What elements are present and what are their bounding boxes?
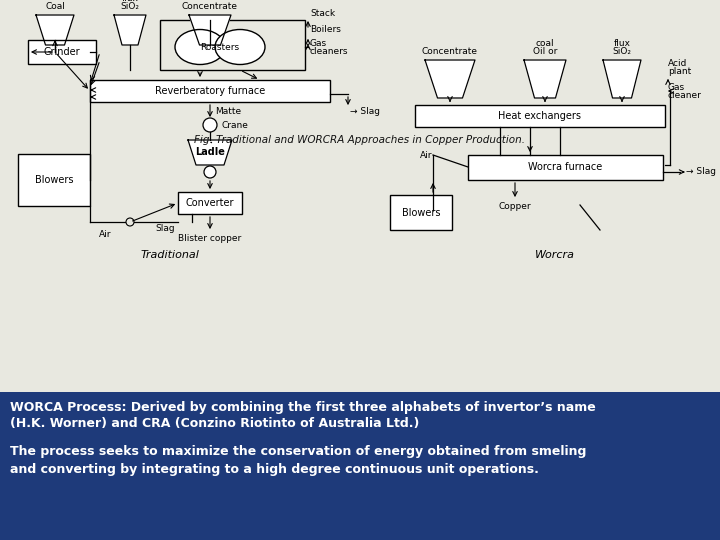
Bar — [415, 105, 665, 127]
Text: Worcra: Worcra — [535, 250, 575, 260]
Bar — [0, 392, 720, 540]
Text: Crane: Crane — [222, 120, 249, 130]
Text: Air: Air — [420, 151, 432, 159]
Text: and converting by integrating to a high degree continuous unit operations.: and converting by integrating to a high … — [10, 463, 539, 476]
Bar — [160, 20, 305, 70]
Bar — [390, 195, 452, 230]
Text: Grinder: Grinder — [44, 47, 81, 57]
Polygon shape — [36, 15, 74, 45]
Text: coal: coal — [536, 39, 554, 48]
Text: cleaners: cleaners — [310, 46, 348, 56]
Text: cleaner: cleaner — [668, 91, 702, 99]
Text: Oil or: Oil or — [533, 47, 557, 56]
Text: Copper: Copper — [499, 202, 531, 211]
Bar — [468, 155, 663, 180]
Text: WORCA Process: Derived by combining the first three alphabets of invertor’s name: WORCA Process: Derived by combining the … — [10, 401, 595, 414]
Text: flux: flux — [613, 39, 631, 48]
Polygon shape — [524, 60, 566, 98]
Text: Blowers: Blowers — [402, 207, 440, 218]
Text: SiO₂: SiO₂ — [120, 2, 140, 11]
Text: Reverberatory furnace: Reverberatory furnace — [155, 86, 265, 96]
Text: plant: plant — [668, 66, 691, 76]
Text: (H.K. Worner) and CRA (Conzino Riotinto of Australia Ltd.): (H.K. Worner) and CRA (Conzino Riotinto … — [10, 417, 419, 430]
Text: Gas: Gas — [310, 39, 327, 49]
Text: Gas: Gas — [668, 84, 685, 92]
Text: Blister copper: Blister copper — [179, 234, 242, 243]
Text: Boilers: Boilers — [310, 25, 341, 35]
Text: Roasters: Roasters — [200, 43, 240, 51]
Text: Stack: Stack — [310, 10, 335, 18]
Text: Concentrate: Concentrate — [422, 47, 478, 56]
Text: → Slag: → Slag — [686, 167, 716, 177]
Text: The process seeks to maximize the conservation of energy obtained from smeling: The process seeks to maximize the conser… — [10, 446, 586, 458]
Polygon shape — [425, 60, 475, 98]
Text: → Slag: → Slag — [350, 107, 380, 117]
Text: SiO₂: SiO₂ — [613, 47, 631, 56]
Text: Blowers: Blowers — [35, 175, 73, 185]
Text: Coal: Coal — [45, 2, 65, 11]
Polygon shape — [188, 140, 232, 165]
Text: Converter: Converter — [186, 198, 234, 208]
Bar — [18, 154, 90, 206]
Circle shape — [126, 218, 134, 226]
Text: Ladle: Ladle — [195, 147, 225, 157]
Ellipse shape — [175, 30, 225, 64]
Polygon shape — [603, 60, 641, 98]
Text: Fig. Traditional and WORCRA Approaches in Copper Production.: Fig. Traditional and WORCRA Approaches i… — [194, 135, 526, 145]
Bar — [0, 0, 720, 392]
Text: Heat exchangers: Heat exchangers — [498, 111, 582, 121]
Polygon shape — [114, 15, 146, 45]
Text: Traditional: Traditional — [140, 250, 199, 260]
Bar — [28, 40, 96, 64]
Bar — [90, 80, 330, 102]
Polygon shape — [189, 15, 231, 45]
Text: Acid: Acid — [668, 59, 688, 69]
Text: Worcra furnace: Worcra furnace — [528, 163, 603, 172]
Ellipse shape — [215, 30, 265, 64]
Text: Slag: Slag — [156, 224, 175, 233]
Text: Matte: Matte — [215, 107, 241, 117]
Text: flux: flux — [122, 0, 138, 3]
Text: Concentrate: Concentrate — [182, 2, 238, 11]
Circle shape — [203, 118, 217, 132]
Bar — [178, 192, 242, 214]
Text: Air: Air — [99, 230, 112, 239]
Circle shape — [204, 166, 216, 178]
